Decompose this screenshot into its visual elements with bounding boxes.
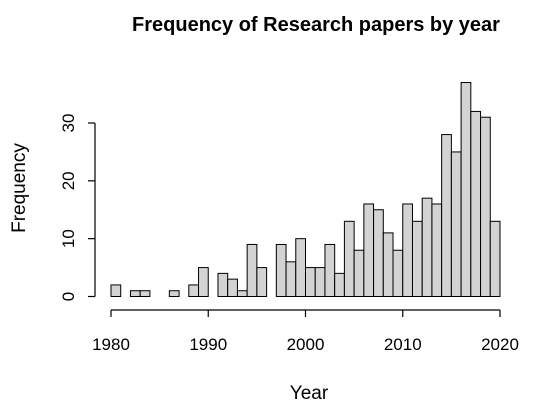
bar-2000 [295,238,306,297]
bar-1996 [256,267,268,297]
bar-2005 [343,220,355,298]
bar-2011 [402,203,413,297]
y-axis-ticks: 0 10 20 30 [59,114,95,301]
bar-2012 [411,220,423,298]
bar-1995 [246,243,258,297]
y-tick-label-10: 10 [59,229,78,248]
bar-2019 [480,116,491,297]
bar-1993 [227,278,238,297]
bars-group [110,82,501,298]
bar-1994 [236,290,248,298]
x-axis-label: Year [290,383,329,404]
chart-title: Frequency of Research papers by year [132,14,500,36]
bar-2017 [460,82,472,297]
x-tick-label-1990: 1990 [189,335,227,354]
bar-1983 [129,290,141,298]
y-axis-label: Frequency [9,143,30,233]
bar-2009 [382,232,394,298]
bar-2020 [489,220,501,298]
bar-2018 [470,110,482,298]
x-tick-label-2020: 2020 [481,335,519,354]
bar-2004 [334,272,345,297]
bar-2008 [373,209,384,297]
bar-1987 [168,290,180,298]
bar-2014 [431,203,443,297]
bar-1998 [275,243,287,297]
bar-1990 [198,267,209,297]
bar-2002 [314,267,326,297]
y-tick-label-0: 0 [59,292,78,301]
bar-2010 [392,249,404,297]
bar-2007 [363,203,375,297]
bar-1984 [139,290,151,298]
x-axis-ticks: 1980 1990 2000 2010 2020 [92,310,519,354]
bar-1989 [188,284,200,297]
x-tick-label-2010: 2010 [384,335,422,354]
bar-2003 [324,243,336,297]
x-tick-label-2000: 2000 [287,335,325,354]
bar-2013 [421,197,433,297]
bar-2006 [353,249,365,297]
bar-1992 [217,272,229,297]
y-tick-label-20: 20 [59,171,78,190]
bar-1999 [285,261,297,297]
bar-2001 [305,267,316,297]
bar-1981 [110,284,122,297]
y-tick-label-30: 30 [59,114,78,133]
bar-2015 [441,134,452,297]
x-tick-label-1980: 1980 [92,335,130,354]
bar-2016 [450,151,462,297]
